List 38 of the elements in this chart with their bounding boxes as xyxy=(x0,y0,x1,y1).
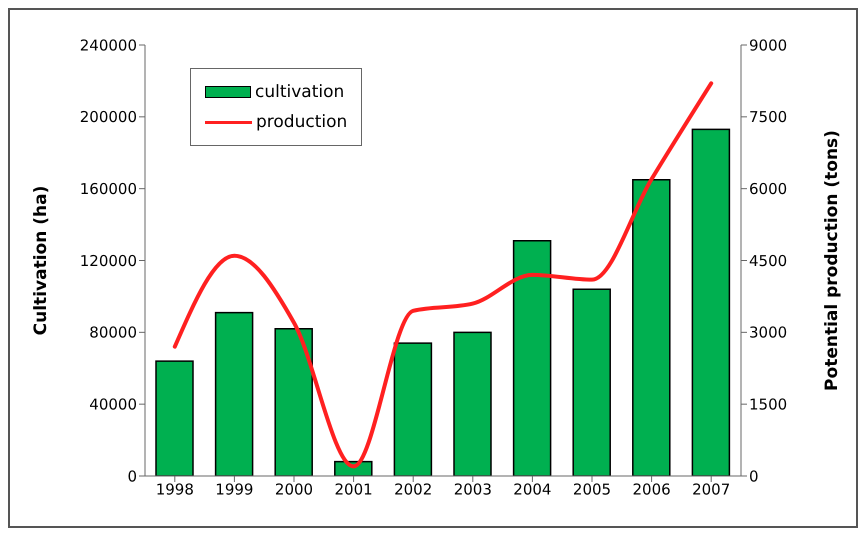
y2-tick-label: 7500 xyxy=(749,108,788,126)
bar xyxy=(274,328,313,476)
bar xyxy=(572,288,611,476)
line-series xyxy=(172,81,714,468)
bar xyxy=(512,240,552,476)
y2-tick-label: 9000 xyxy=(749,36,788,54)
x-tick-label: 2001 xyxy=(334,480,373,499)
x-tick-label: 2005 xyxy=(572,480,612,499)
y-tick-label: 120000 xyxy=(80,252,137,270)
x-tick-label: 2007 xyxy=(692,480,730,499)
bar xyxy=(453,332,492,476)
bar xyxy=(155,360,194,476)
y-tick-label: 160000 xyxy=(80,180,137,198)
x-tick-label: 2000 xyxy=(274,480,314,499)
y-tick-label: 80000 xyxy=(89,324,137,342)
y2-tick-label: 1500 xyxy=(749,395,788,414)
y2-axis-title: Potential production (tons) xyxy=(822,130,842,391)
x-tick-label: 2003 xyxy=(454,480,492,499)
bar xyxy=(394,342,432,476)
y-axis-title: Cultivation (ha) xyxy=(31,186,52,336)
y2-tick-label: 3000 xyxy=(749,324,788,342)
y2-tick-label: 4500 xyxy=(749,252,788,270)
x-tick-label: 1998 xyxy=(156,480,194,499)
x-tick-label: 2004 xyxy=(513,480,552,499)
bar xyxy=(632,178,671,476)
legend-label: cultivation xyxy=(255,81,344,104)
y2-tick-label: 6000 xyxy=(749,180,788,198)
y-tick-label: 200000 xyxy=(80,108,137,126)
x-tick-label: 2002 xyxy=(394,480,432,499)
y-tick-label: 240000 xyxy=(80,36,137,54)
x-tick-label: 2006 xyxy=(632,480,671,499)
x-tick-label: 1999 xyxy=(215,480,254,499)
y2-tick-label: 0 xyxy=(749,467,759,486)
bar xyxy=(692,128,730,476)
legend-label: production xyxy=(256,111,348,134)
y-tick-label: 0 xyxy=(127,467,137,486)
bar xyxy=(214,312,254,476)
y-tick-label: 40000 xyxy=(89,395,137,414)
